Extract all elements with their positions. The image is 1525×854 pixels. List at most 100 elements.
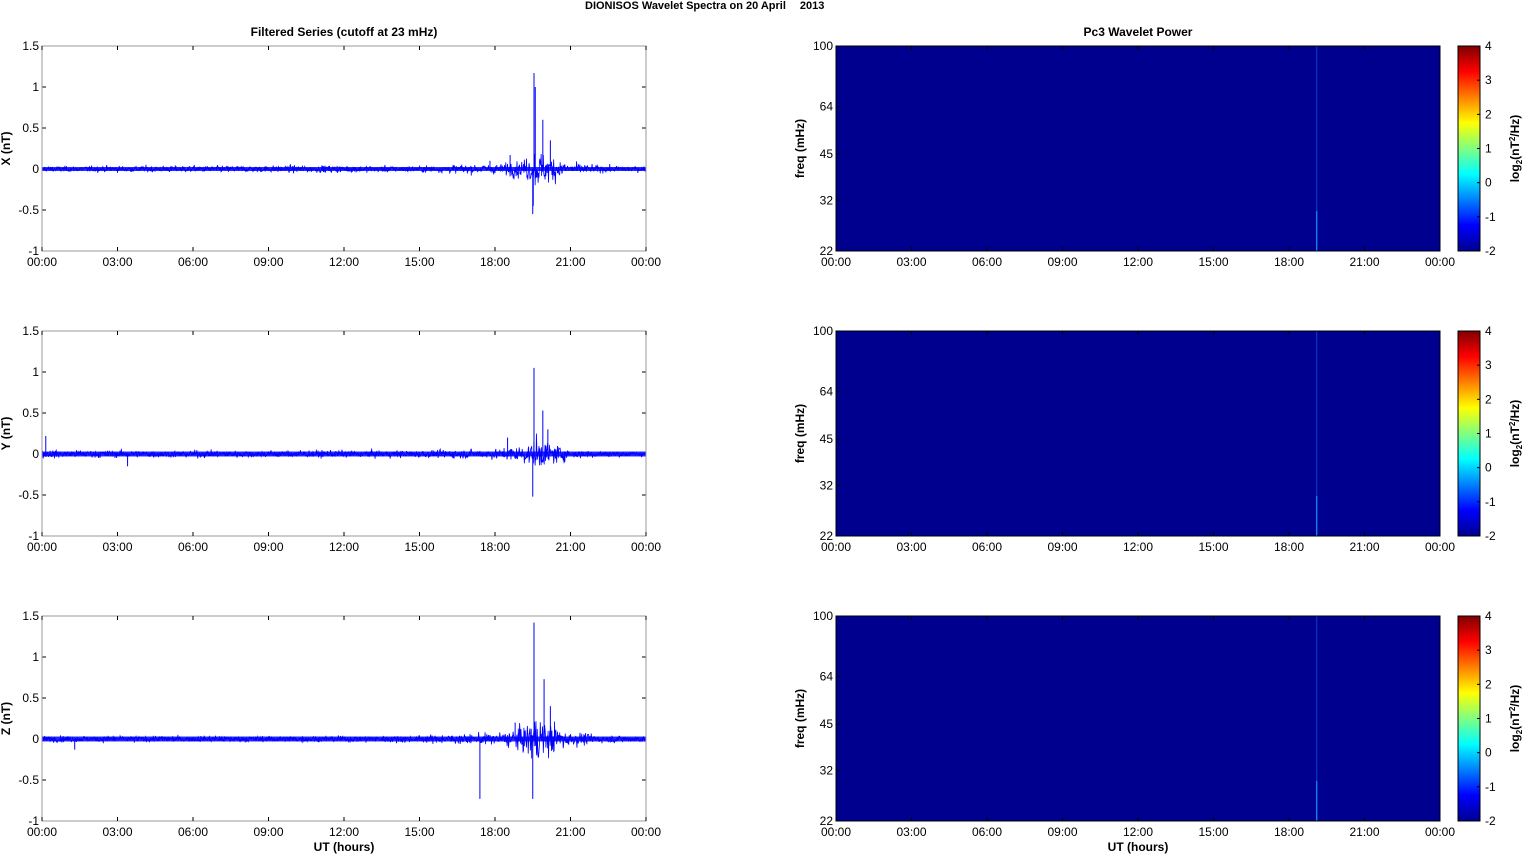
- colorbar-tick-label: 2: [1485, 392, 1492, 406]
- colorbar-label-part: log: [1508, 164, 1522, 182]
- plot-area: [42, 46, 646, 251]
- colorbar-tick-label: 4: [1485, 39, 1492, 53]
- y-tick-label: 22: [820, 244, 834, 258]
- x-tick-label: 09:00: [1047, 255, 1077, 269]
- y-tick-label: 45: [820, 147, 834, 161]
- x-tick-label: 18:00: [1274, 825, 1304, 839]
- colorbar-label: log2(nT2/Hz): [1508, 115, 1524, 183]
- x-tick-label: 00:00: [821, 540, 851, 554]
- x-tick-label: 21:00: [555, 255, 585, 269]
- x-tick-label: 18:00: [1274, 255, 1304, 269]
- x-tick-label: 15:00: [404, 825, 434, 839]
- colorbar-label-part: 2: [1508, 706, 1517, 711]
- x-tick-label: 03:00: [102, 825, 132, 839]
- x-tick-label: 18:00: [480, 825, 510, 839]
- heatmap-cells: [836, 616, 1440, 821]
- colorbar-label: log2(nT2/Hz): [1508, 685, 1524, 753]
- x-tick-label: 06:00: [972, 255, 1002, 269]
- y-tick-label: -1: [28, 814, 39, 828]
- x-tick-label: 00:00: [27, 540, 57, 554]
- x-tick-label: 09:00: [1047, 540, 1077, 554]
- x-tick-label: 09:00: [253, 825, 283, 839]
- colorbar-label-part: 2: [1515, 729, 1524, 734]
- timeseries-panel: 1.510.50-0.5-100:00 03:00 06:00 09:00 12:00 1…: [0, 25, 661, 269]
- x-tick-label: 03:00: [896, 255, 926, 269]
- y-tick-label: -0.5: [18, 773, 39, 787]
- x-tick-label: 00:00: [631, 540, 661, 554]
- y-tick-label: -1: [28, 529, 39, 543]
- x-tick-label: 00:00: [631, 825, 661, 839]
- x-tick-label: 12:00: [329, 255, 359, 269]
- y-tick-label: 64: [820, 384, 834, 398]
- colorbar-tick-label: 3: [1485, 73, 1492, 87]
- x-tick-label: 03:00: [896, 540, 926, 554]
- colorbar-label-part: /Hz): [1508, 115, 1522, 137]
- colorbar-label-part: log: [1508, 734, 1522, 752]
- y-tick-label: 22: [820, 814, 834, 828]
- y-tick-label: 64: [820, 669, 834, 683]
- colorbar-tick-label: -1: [1485, 495, 1496, 509]
- trace-core: [42, 167, 646, 171]
- x-tick-label: 12:00: [1123, 255, 1153, 269]
- x-tick-label: 03:00: [896, 825, 926, 839]
- x-tick-label: 18:00: [480, 255, 510, 269]
- x-tick-label: 21:00: [555, 825, 585, 839]
- x-tick-label: 12:00: [329, 825, 359, 839]
- heatmap-cells: [836, 46, 1440, 251]
- x-tick-label: 21:00: [555, 540, 585, 554]
- y-tick-label: 64: [820, 99, 834, 113]
- x-tick-label: 06:00: [178, 255, 208, 269]
- x-tick-label: 15:00: [1198, 825, 1228, 839]
- x-tick-label: 15:00: [404, 255, 434, 269]
- colorbar-tick-label: -2: [1485, 529, 1496, 543]
- plot-area: [42, 616, 646, 821]
- y-axis-label: freq (mHz): [793, 404, 807, 463]
- x-axis-label: UT (hours): [1108, 840, 1169, 854]
- y-tick-label: 0: [32, 162, 39, 176]
- colorbar-tick-label: 1: [1485, 142, 1492, 156]
- y-axis-label: freq (mHz): [793, 119, 807, 178]
- y-tick-label: -0.5: [18, 488, 39, 502]
- y-tick-label: 0: [32, 732, 39, 746]
- y-axis-label: X (nT): [0, 132, 13, 166]
- x-tick-label: 21:00: [1349, 255, 1379, 269]
- x-tick-label: 00:00: [821, 825, 851, 839]
- x-tick-label: 12:00: [1123, 825, 1153, 839]
- x-tick-label: 21:00: [1349, 540, 1379, 554]
- timeseries-panel: 1.510.50-0.5-100:00 03:00 06:00 09:00 12:00 1…: [0, 324, 661, 554]
- colorbar-label-part: 2: [1508, 421, 1517, 426]
- x-tick-label: 03:00: [102, 255, 132, 269]
- colorbar-tick-label: 3: [1485, 643, 1492, 657]
- colorbar-label-part: 2: [1515, 444, 1524, 449]
- panel-title: Pc3 Wavelet Power: [1084, 25, 1193, 39]
- colorbar-gradient: [1457, 330, 1481, 537]
- y-tick-label: 0.5: [22, 691, 39, 705]
- x-tick-label: 03:00: [102, 540, 132, 554]
- x-tick-label: 00:00: [27, 825, 57, 839]
- x-tick-label: 21:00: [1349, 825, 1379, 839]
- trace-core: [42, 451, 646, 457]
- y-tick-label: 1: [32, 650, 39, 664]
- y-tick-label: 45: [820, 717, 834, 731]
- panel-title: Filtered Series (cutoff at 23 mHz): [251, 25, 438, 39]
- plot-area: [42, 331, 646, 536]
- y-tick-label: 1.5: [22, 609, 39, 623]
- colorbar-label-part: /Hz): [1508, 400, 1522, 422]
- y-tick-label: -0.5: [18, 203, 39, 217]
- colorbar-label-part: /Hz): [1508, 685, 1522, 707]
- y-tick-label: 0.5: [22, 406, 39, 420]
- y-tick-label: 100: [813, 39, 833, 53]
- y-tick-label: 0: [32, 447, 39, 461]
- y-axis-label: Y (nT): [0, 417, 13, 451]
- colorbar-tick-label: 1: [1485, 712, 1492, 726]
- colorbar-tick-label: -2: [1485, 244, 1496, 258]
- colorbar-gradient: [1457, 45, 1481, 252]
- x-tick-label: 09:00: [1047, 825, 1077, 839]
- y-tick-label: 32: [820, 478, 834, 492]
- y-tick-label: 100: [813, 324, 833, 338]
